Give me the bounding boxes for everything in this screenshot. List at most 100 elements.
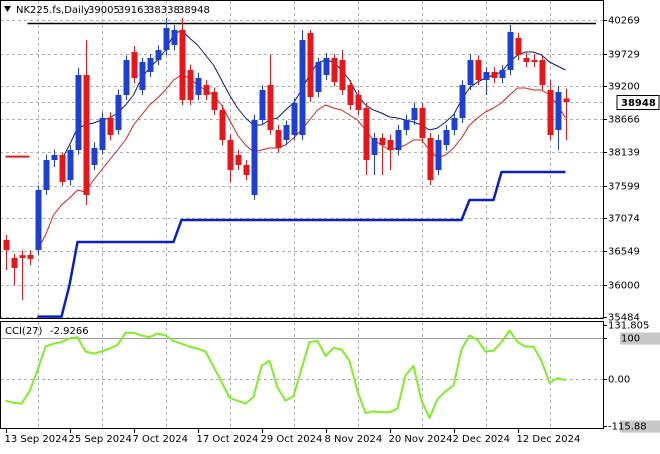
candle-body	[355, 94, 362, 110]
x-tick-label: 17 Oct 2024	[197, 434, 259, 445]
candle-body	[523, 57, 530, 63]
candle-body	[179, 29, 186, 101]
candle-body	[187, 70, 194, 101]
candle-body	[331, 57, 338, 83]
current-price-label: 38948	[621, 98, 656, 109]
candle-body	[275, 129, 282, 148]
candle-body	[67, 150, 74, 181]
candle-body	[211, 91, 218, 110]
candle-body	[99, 118, 106, 151]
candle-body	[307, 33, 314, 98]
cci-y-tick-label: 0.00	[608, 375, 630, 386]
candle-body	[91, 147, 98, 165]
candle-body	[459, 84, 466, 119]
ohlc-low: 38338	[148, 5, 180, 16]
candle-body	[435, 139, 442, 171]
current-price-box	[616, 95, 660, 110]
y-tick-label: 39729	[608, 50, 640, 61]
candle-body	[491, 72, 498, 79]
y-tick-label: 35484	[608, 313, 640, 324]
candle-body	[27, 254, 34, 259]
candle-body	[291, 102, 298, 136]
candle-body	[243, 164, 250, 175]
candle-body	[507, 32, 514, 71]
y-tick-label: 39200	[608, 82, 640, 93]
y-tick-label: 38139	[608, 148, 640, 159]
cci-tick-box	[620, 420, 660, 433]
candle-body	[147, 57, 154, 73]
candle-body	[315, 62, 322, 92]
ohlc-close: 38948	[178, 5, 210, 16]
y-tick-label: 38666	[608, 115, 640, 126]
candle-body	[235, 154, 242, 165]
cci-tick-box	[620, 332, 660, 345]
candle-body	[43, 160, 50, 191]
y-tick-label: 37599	[608, 182, 640, 193]
candle-body	[339, 60, 346, 91]
x-tick-label: 2 Dec 2024	[453, 434, 511, 445]
candle-body	[515, 37, 522, 56]
indicator-value: -2.9266	[50, 326, 89, 337]
y-tick-label: 40269	[608, 16, 640, 27]
candle-body	[363, 108, 370, 161]
title-icon	[4, 6, 11, 12]
candle-body	[283, 125, 290, 140]
candle-body	[19, 255, 26, 258]
candle-body	[83, 74, 90, 195]
chart-title: NK225.fs,Daily	[16, 5, 90, 16]
cci-line	[5, 329, 566, 419]
candle-body	[443, 129, 450, 146]
candle-body	[267, 84, 274, 130]
candle-body	[371, 137, 378, 155]
candle-body	[35, 190, 42, 251]
cci-y-tick-label: -115.88	[608, 422, 647, 433]
candle-body	[131, 52, 138, 79]
x-tick-label: 8 Nov 2024	[325, 434, 383, 445]
text-layer: NK225.fs,Daily 39005 39163 38338 38948 C…	[4, 5, 660, 445]
candle-body	[171, 29, 178, 46]
cci-y-tick-label: 131.805	[608, 321, 649, 332]
candle-body	[139, 62, 146, 91]
cci-panel-frame	[0, 321, 604, 429]
candle-body	[547, 90, 554, 136]
candle-body	[163, 28, 170, 51]
candle-body	[531, 60, 538, 63]
candle-body	[419, 108, 426, 138]
indicator-label: CCI(27)	[5, 326, 43, 337]
candle-body	[299, 39, 306, 136]
candle-body	[411, 108, 418, 120]
candle-body	[107, 118, 114, 136]
candle-body	[347, 84, 354, 106]
candle-body	[379, 137, 386, 146]
x-tick-label: 29 Oct 2024	[261, 434, 323, 445]
candle-body	[499, 70, 506, 79]
candle-body	[563, 98, 570, 102]
candle-body	[259, 90, 266, 120]
marks-layer	[3, 18, 596, 419]
candle-body	[195, 78, 202, 95]
y-tick-label: 36000	[608, 281, 640, 292]
y-tick-label: 36549	[608, 247, 640, 258]
candle-body	[451, 118, 458, 130]
candle-body	[483, 72, 490, 81]
candle-body	[115, 94, 122, 130]
x-tick-label: 13 Sep 2024	[5, 434, 68, 445]
candle-body	[59, 154, 66, 183]
candle-body	[387, 139, 394, 151]
x-tick-label: 12 Dec 2024	[517, 434, 581, 445]
candle-body	[427, 137, 434, 181]
cci-y-tick-label: 100	[621, 334, 640, 345]
candle-body	[467, 60, 474, 85]
candle-body	[155, 50, 162, 61]
candle-body	[75, 74, 82, 151]
ohlc-high: 39163	[118, 5, 150, 16]
candle-body	[227, 139, 234, 171]
candle-body	[203, 84, 210, 95]
x-tick-label: 7 Oct 2024	[133, 434, 188, 445]
candle-body	[11, 257, 18, 268]
candle-body	[475, 60, 482, 81]
candle-body	[403, 119, 410, 130]
candle-body	[123, 60, 130, 95]
